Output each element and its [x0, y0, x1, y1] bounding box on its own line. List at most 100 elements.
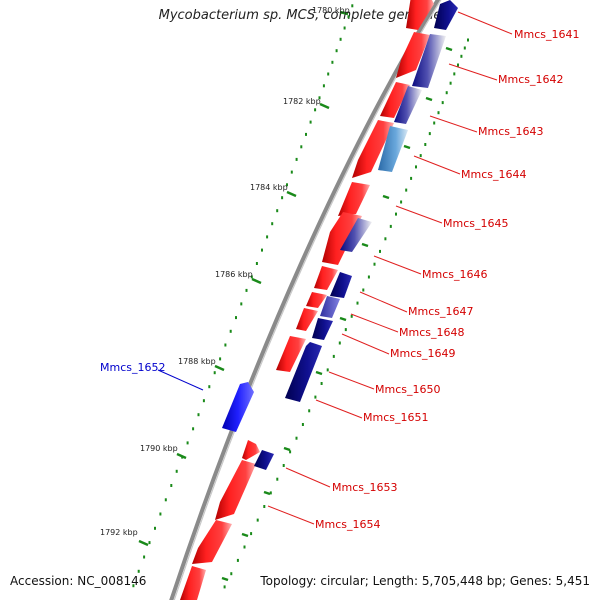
inner-dot — [327, 72, 330, 76]
gene-label-mmcs_1650[interactable]: Mmcs_1650 — [375, 383, 440, 396]
tick-label-1786: 1786 kbp — [215, 270, 253, 279]
inner-dot — [245, 288, 248, 292]
inner-dot — [295, 157, 298, 161]
gene-label-mmcs_1646[interactable]: Mmcs_1646 — [422, 268, 487, 281]
gene-mmcs_1649-arrow[interactable] — [285, 342, 322, 402]
outer-dot — [230, 572, 233, 576]
inner-dot — [229, 329, 232, 333]
gene-arrow-fwd-8[interactable] — [306, 292, 327, 308]
tick-label-1788: 1788 kbp — [178, 357, 216, 366]
inner-dot — [339, 37, 342, 41]
inner-dot — [148, 541, 151, 545]
inner-dot — [164, 498, 167, 502]
outer-dot — [373, 262, 376, 266]
gene-label-mmcs_1652[interactable]: Mmcs_1652 — [100, 361, 165, 374]
inner-dot — [318, 96, 321, 100]
inner-dot — [281, 196, 284, 200]
tick-label-1784: 1784 kbp — [250, 183, 288, 192]
inner-dot — [335, 49, 338, 53]
gene-label-mmcs_1654[interactable]: Mmcs_1654 — [315, 518, 380, 531]
gene-arrow-fwd-11[interactable] — [242, 440, 260, 460]
outer-dot — [301, 423, 304, 426]
gene-label-mmcs_1645[interactable]: Mmcs_1645 — [443, 217, 508, 230]
inner-dot — [197, 413, 200, 417]
outer-dot — [419, 154, 422, 158]
gene-mmcs_1641-arrow[interactable] — [434, 0, 458, 30]
outer-dot — [453, 72, 456, 76]
outer-dot — [256, 518, 259, 522]
gene-label-mmcs_1643[interactable]: Mmcs_1643 — [478, 125, 543, 138]
outer-dot — [356, 301, 359, 305]
gene-label-mmcs_1648[interactable]: Mmcs_1648 — [399, 326, 464, 339]
outer-dot — [263, 505, 266, 508]
gene-mmcs_1652-arrow[interactable] — [222, 382, 254, 432]
gene-mmcs_1644-arrow[interactable] — [378, 126, 408, 172]
inner-dot — [351, 4, 354, 8]
inner-dot — [137, 569, 140, 573]
inner-dot — [224, 343, 227, 347]
label-leaders — [267, 11, 513, 525]
gene-arrow-fwd-6[interactable] — [322, 212, 362, 265]
gene-arrow-fwd-10[interactable] — [276, 336, 306, 372]
gene-labels: Mmcs_1641 Mmcs_1642 Mmcs_1643 Mmcs_1644 … — [315, 28, 579, 531]
inner-dot — [240, 302, 243, 306]
gene-mmcs_1653-arrow[interactable] — [254, 450, 274, 470]
gene-arrow-fwd-9[interactable] — [296, 308, 318, 331]
gene-arrow-fwd-7[interactable] — [314, 266, 338, 290]
inner-dot — [309, 120, 312, 124]
gene-label-mmcs_1649[interactable]: Mmcs_1649 — [390, 347, 455, 360]
gene-label-mmcs_1641[interactable]: Mmcs_1641 — [514, 28, 579, 41]
inner-dot — [286, 183, 288, 187]
gene-arrow-fwd-4[interactable] — [352, 120, 394, 178]
gene-arrow-fwd-2[interactable] — [396, 32, 430, 78]
outer-dot — [395, 212, 397, 216]
gene-arrow-fwd-1[interactable] — [406, 0, 434, 30]
gene-arrow-fwd-14[interactable] — [180, 566, 206, 600]
inner-dot — [255, 262, 258, 265]
gene-label-mmcs_1647[interactable]: Mmcs_1647 — [408, 305, 473, 318]
gene-mmcs_1648-arrow[interactable] — [312, 318, 333, 340]
tick-1790: 1790 kbp — [140, 444, 187, 460]
outer-dot — [457, 63, 459, 67]
inner-dot — [347, 15, 350, 19]
gene-label-mmcs_1642[interactable]: Mmcs_1642 — [498, 73, 563, 86]
tick-1792: 1792 kbp — [100, 528, 149, 547]
inner-dot — [170, 484, 173, 487]
outer-dot — [405, 188, 408, 192]
tick-1784: 1784 kbp — [250, 183, 297, 198]
gene-label-mmcs_1651[interactable]: Mmcs_1651 — [363, 411, 428, 424]
tick-1788: 1788 kbp — [178, 357, 225, 372]
gene-arrow-fwd-12[interactable] — [215, 460, 256, 520]
outer-dot — [467, 38, 469, 42]
gene-mmcs_1647-arrow[interactable] — [320, 296, 340, 318]
outer-dot — [236, 558, 239, 562]
gene-label-mmcs_1644[interactable]: Mmcs_1644 — [461, 168, 526, 181]
gene-mmcs_1645-arrow[interactable] — [340, 218, 372, 252]
gene-arrow-fwd-3[interactable] — [380, 82, 410, 118]
tick-label-1792: 1792 kbp — [100, 528, 138, 537]
outer-dot — [437, 111, 440, 115]
gene-mmcs_1642-arrow[interactable] — [412, 34, 446, 88]
outer-dot — [441, 101, 444, 105]
inner-dot — [266, 235, 269, 239]
gene-mmcs_1643-arrow[interactable] — [394, 86, 422, 124]
gene-arrow-fwd-5[interactable] — [338, 182, 370, 216]
outer-dot — [269, 491, 272, 495]
inner-dot — [213, 371, 216, 375]
outer-dot — [463, 46, 466, 50]
outer-dot — [379, 249, 381, 253]
dotted-guide-tracks — [132, 4, 469, 589]
inner-dot — [343, 26, 346, 30]
tick-1780: 1780 kbp — [312, 6, 350, 16]
outer-dot — [428, 132, 431, 136]
outer-dot — [295, 436, 298, 440]
tick-label-1782: 1782 kbp — [283, 97, 321, 106]
outer-track-marks — [221, 46, 453, 582]
gene-mmcs_1646-arrow[interactable] — [330, 272, 352, 298]
kbp-scale: 1780 kbp 1782 kbp 1784 kbp 1786 kbp 1788… — [100, 6, 350, 547]
outer-dot — [410, 176, 413, 180]
gene-label-mmcs_1653[interactable]: Mmcs_1653 — [332, 481, 397, 494]
outer-dot — [282, 464, 285, 467]
gene-arrow-fwd-13[interactable] — [192, 520, 232, 564]
